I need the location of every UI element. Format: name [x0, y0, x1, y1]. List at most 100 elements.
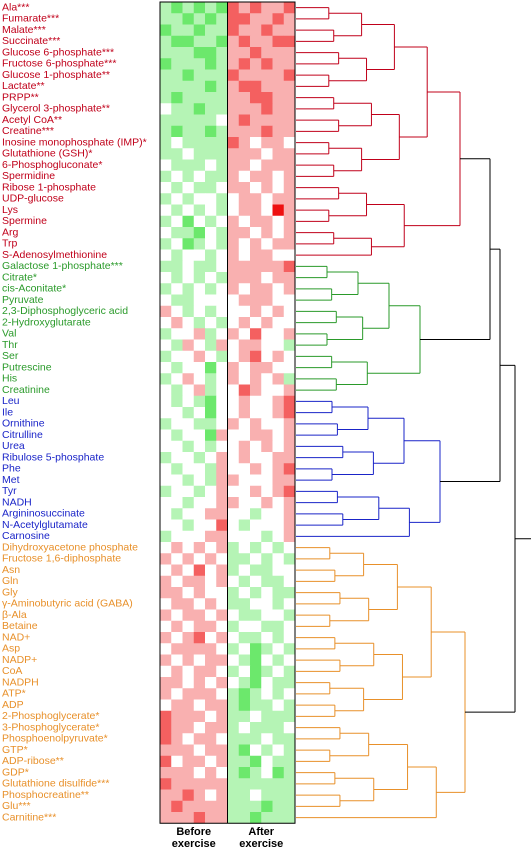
heatmap-cell [205, 317, 217, 329]
heatmap-cell [238, 474, 251, 487]
heatmap-cell [205, 103, 217, 115]
heatmap-cell [193, 508, 206, 520]
heatmap-cell [227, 159, 240, 172]
heatmap-cell [272, 182, 285, 194]
heatmap-cell [216, 114, 228, 127]
heatmap-cell [261, 283, 273, 295]
heatmap-cell [272, 170, 285, 183]
heatmap-cell [261, 530, 273, 543]
heatmap-cell [193, 800, 206, 813]
row-label: Ser [2, 350, 19, 362]
heatmap-cell [193, 24, 206, 37]
heatmap-cell [272, 159, 285, 172]
heatmap-cell [261, 553, 273, 565]
heatmap-cell [193, 272, 206, 284]
heatmap-cell [272, 407, 285, 419]
row-label: 6-Phosphogluconate* [2, 159, 102, 171]
heatmap-cell [272, 362, 285, 374]
heatmap-cell [171, 373, 183, 385]
heatmap-cell [182, 575, 195, 588]
heatmap-cell [205, 395, 217, 408]
heatmap-cell [250, 688, 262, 700]
heatmap-cell [261, 767, 273, 779]
heatmap-cell [171, 620, 183, 633]
heatmap-cell [272, 294, 285, 307]
heatmap-cell [272, 328, 285, 340]
heatmap-cell [205, 148, 217, 160]
heatmap-cell [205, 733, 217, 745]
heatmap-cell [238, 384, 251, 397]
heatmap-cell [171, 204, 183, 217]
heatmap-cell [261, 609, 273, 622]
heatmap-cell [205, 47, 217, 59]
heatmap-cell [272, 114, 285, 127]
heatmap-cell [250, 69, 262, 82]
heatmap-cell [216, 699, 228, 712]
heatmap-cell [160, 114, 172, 127]
row-label: Pyruvate [2, 294, 44, 306]
heatmap-cell [261, 699, 273, 712]
heatmap-cell [227, 587, 240, 599]
row-label: Met [2, 474, 20, 486]
heatmap-cell [250, 654, 262, 667]
heatmap-cell [182, 103, 195, 115]
heatmap-cell [283, 789, 296, 802]
heatmap-cell [182, 227, 195, 239]
heatmap-cell [205, 800, 217, 813]
heatmap-cell [238, 395, 251, 408]
heatmap-cell [261, 575, 273, 588]
heatmap-cell [283, 609, 296, 622]
heatmap-cell [272, 24, 285, 37]
heatmap-cell [193, 193, 206, 205]
heatmap-cell [261, 272, 273, 284]
heatmap-cell [216, 395, 228, 408]
heatmap-cell [261, 2, 273, 14]
heatmap-cell [171, 654, 183, 667]
heatmap-cell [283, 429, 296, 442]
heatmap-cell [261, 407, 273, 419]
heatmap-cell [205, 294, 217, 307]
heatmap-cell [160, 362, 172, 374]
heatmap-cell [160, 699, 172, 712]
heatmap-cell [193, 294, 206, 307]
heatmap-cell [216, 418, 228, 430]
heatmap-cell [283, 125, 296, 138]
heatmap-cell [261, 440, 273, 453]
heatmap-cell [261, 643, 273, 655]
heatmap-cell [283, 272, 296, 284]
heatmap-cell [205, 519, 217, 532]
row-label: Tyr [2, 485, 17, 497]
heatmap-cell [227, 103, 240, 115]
heatmap-cell [272, 800, 285, 813]
heatmap-cell [250, 137, 262, 149]
row-label: Argininosuccinate [2, 508, 85, 520]
heatmap-cell [216, 339, 228, 352]
heatmap-cell [261, 204, 273, 217]
heatmap-cell [171, 733, 183, 745]
heatmap-cell [193, 249, 206, 262]
heatmap-cell [182, 620, 195, 633]
heatmap-cell [261, 69, 273, 82]
row-label: γ-Aminobutyric acid (GABA) [2, 598, 133, 610]
heatmap-cell [160, 620, 172, 633]
heatmap-cell [171, 643, 183, 655]
heatmap-cell [261, 598, 273, 610]
row-label: Glycerol 3-phosphate** [2, 103, 110, 115]
heatmap-cell [250, 440, 262, 453]
heatmap-cell [182, 114, 195, 127]
heatmap-cell [216, 485, 228, 498]
heatmap-cell [283, 778, 296, 790]
heatmap-cell [216, 553, 228, 565]
heatmap-cell [272, 272, 285, 284]
heatmap-cell [227, 238, 240, 250]
heatmap-cell [283, 767, 296, 779]
row-label: Spermine [2, 215, 47, 227]
heatmap-cell [171, 407, 183, 419]
heatmap-cell [193, 305, 206, 318]
heatmap-cell [160, 778, 172, 790]
heatmap-cell [238, 80, 251, 93]
heatmap-cell [250, 474, 262, 487]
heatmap-cell [171, 587, 183, 599]
heatmap-cell [160, 440, 172, 453]
heatmap-cell [227, 350, 240, 363]
